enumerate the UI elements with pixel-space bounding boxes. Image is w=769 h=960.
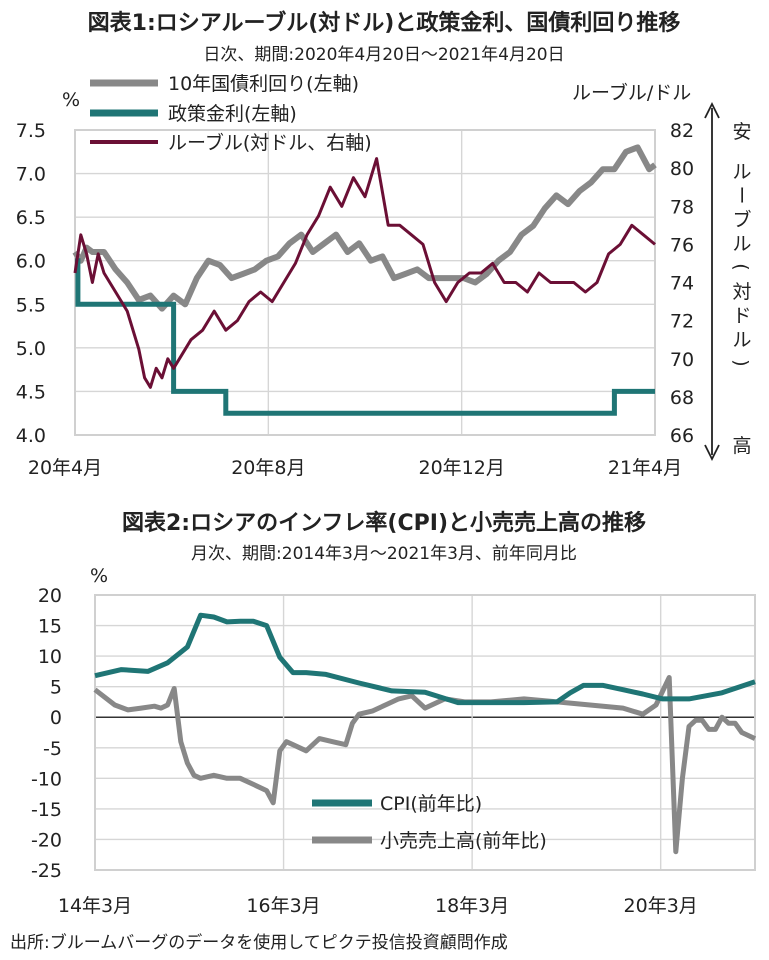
series-retail-sales-line (93, 675, 757, 855)
right-axis-label-char: ル (732, 161, 751, 183)
chart2-y-tick: -25 (31, 860, 62, 882)
chart2-y-tick: 5 (50, 677, 62, 699)
chart1-left-tick: 4.5 (16, 381, 46, 403)
series-ruble-line (73, 157, 656, 389)
chart1-right-tick: 70 (670, 349, 694, 371)
chart2-y-tick: 15 (38, 616, 62, 638)
chart2-x-tick: 16年3月 (246, 895, 320, 917)
legend-label-policy: 政策金利(左軸) (168, 103, 297, 125)
source-note: 出所:ブルームバーグのデータを使用してピクテ投信投資顧問作成 (10, 932, 508, 953)
chart1-right-tick: 76 (670, 234, 694, 256)
chart2-x-tick: 20年3月 (624, 895, 698, 917)
chart1-left-tick: 7.0 (16, 164, 46, 186)
chart2-y-axis: 20 15 10 5 0 -5 -10 -15 -20 -25 (31, 585, 62, 882)
series-bond-yield-line (72, 144, 657, 312)
chart1-x-tick: 20年8月 (231, 457, 305, 479)
chart1-right-tick: 66 (670, 425, 694, 447)
right-axis-label-char: ブ (732, 208, 751, 231)
chart2-x-tick: 18年3月 (435, 895, 509, 917)
chart1-left-axis: 7.5 7.0 6.5 6.0 5.5 5.0 4.5 4.0 (16, 120, 46, 447)
arrow-down-icon (704, 444, 720, 462)
chart1-title: 図表1:ロシアルーブル(対ドル)と政策金利、国債利回り推移 (88, 10, 681, 36)
right-axis-cheap-label: 安 (732, 121, 751, 143)
chart1-left-tick: 5.0 (16, 338, 46, 360)
right-axis-label-char: ( (730, 263, 752, 270)
arrow-up-icon (704, 101, 720, 119)
right-axis-dear-label: 高 (732, 435, 751, 457)
chart1-left-tick: 5.5 (16, 294, 46, 316)
right-axis-label-char: 対 (732, 281, 751, 303)
chart2-y-tick: -5 (43, 738, 62, 760)
legend-label-retail: 小売売上高(前年比) (380, 830, 547, 852)
chart2-title: 図表2:ロシアのインフレ率(CPI)と小売売上高の推移 (122, 510, 646, 536)
chart1-left-tick: 7.5 (16, 120, 46, 142)
legend-label-ruble: ルーブル(対ドル、右軸) (168, 131, 372, 154)
chart1-right-tick: 74 (670, 273, 694, 295)
chart1-right-axis: 82 80 78 76 74 72 70 68 66 (670, 120, 694, 447)
chart1-left-tick: 6.5 (16, 207, 46, 229)
right-axis-label-char: ル (732, 329, 751, 351)
chart2-y-tick: -20 (31, 829, 62, 851)
legend-label-cpi: CPI(前年比) (380, 793, 482, 815)
chart1-right-tick: 78 (670, 196, 694, 218)
chart1-x-tick: 20年4月 (28, 457, 102, 479)
chart1-left-tick: 6.0 (16, 251, 46, 273)
chart2-x-axis: 14年3月 16年3月 18年3月 20年3月 (58, 895, 698, 917)
chart1-right-axis-annotation: 安 高 ルーブル(対ドル) (704, 101, 752, 462)
chart1-series (72, 144, 657, 416)
chart2-plot-frame (94, 594, 756, 871)
chart2-series (93, 612, 757, 855)
legend-label-bond: 10年国債利回り(左軸) (168, 73, 359, 95)
right-axis-vertical-label: ルーブル(対ドル) (730, 161, 752, 367)
chart1-right-unit: ルーブル/ドル (572, 81, 691, 104)
chart2-legend: CPI(前年比) 小売売上高(前年比) (312, 793, 547, 852)
chart1-subtitle: 日次、期間:2020年4月20日～2021年4月20日 (203, 45, 564, 65)
chart1-left-unit: % (62, 89, 80, 111)
right-axis-label-char: ル (732, 233, 751, 255)
chart2-y-tick: 0 (50, 707, 62, 729)
right-axis-label-char: ) (730, 359, 752, 366)
chart1-x-tick: 20年12月 (418, 457, 504, 479)
chart2-y-tick: 10 (38, 646, 62, 668)
chart1-right-tick: 80 (670, 158, 694, 180)
chart2-x-tick: 14年3月 (58, 895, 132, 917)
chart2-y-tick: -10 (31, 768, 62, 790)
chart1-plot-frame (74, 129, 656, 436)
chart1-right-tick: 82 (670, 120, 694, 142)
chart2-gridlines (95, 595, 755, 871)
chart1-right-tick: 68 (670, 387, 694, 409)
chart2-unit: % (90, 565, 108, 587)
chart1-left-tick: 4.0 (16, 425, 46, 447)
chart2-y-tick: -15 (31, 799, 62, 821)
chart2-subtitle: 月次、期間:2014年3月～2021年3月、前年同月比 (191, 544, 577, 564)
chart2-y-tick: 20 (38, 585, 62, 607)
series-policy-rate-line (75, 258, 655, 416)
chart1-right-tick: 72 (670, 311, 694, 333)
chart1-x-axis: 20年4月 20年8月 20年12月 21年4月 (28, 457, 682, 479)
chart1-x-tick: 21年4月 (608, 457, 682, 479)
chart1-legend: 10年国債利回り(左軸) 政策金利(左軸) ルーブル(対ドル、右軸) (90, 73, 372, 154)
right-axis-label-char: ド (732, 305, 751, 327)
series-cpi-line (94, 612, 756, 706)
right-axis-label-char: ー (730, 185, 752, 204)
